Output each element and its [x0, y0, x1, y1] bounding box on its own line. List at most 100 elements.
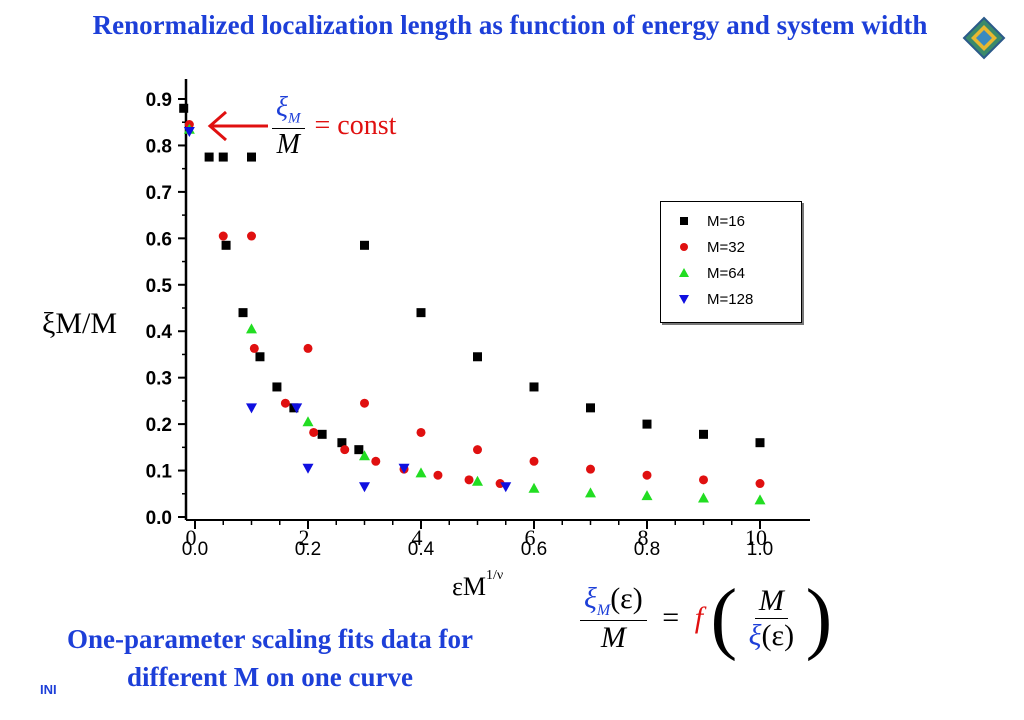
data-point — [371, 456, 381, 466]
data-point — [464, 475, 474, 485]
data-point — [528, 482, 540, 493]
page-title: Renormalized localization length as func… — [92, 10, 928, 40]
x-tick-label: 1.0 — [747, 539, 773, 560]
data-point — [309, 427, 319, 437]
right-paren-icon: ) — [805, 574, 833, 662]
legend-marker — [679, 268, 689, 277]
data-point — [218, 231, 228, 241]
top-eq-rhs: = const — [314, 110, 397, 142]
bottom-eq-den: M — [600, 620, 626, 654]
bottom-eq-inner-arg: (ε) — [761, 618, 795, 652]
legend-label: M=32 — [707, 238, 745, 256]
data-point — [642, 470, 652, 480]
y-axis-label: ξM/M — [42, 307, 118, 340]
data-point — [415, 467, 427, 478]
chart-axes — [184, 79, 810, 521]
data-point — [698, 492, 709, 503]
data-point — [302, 463, 314, 474]
x-tick-label: 0.6 — [521, 539, 547, 560]
legend-marker — [680, 243, 688, 251]
bottom-eq-equals: = — [662, 601, 680, 634]
data-point — [755, 479, 765, 489]
data-point — [473, 445, 482, 455]
data-point — [472, 475, 483, 486]
data-point — [416, 308, 426, 318]
data-point — [280, 398, 290, 408]
x-axis-label: εM1/ν — [452, 568, 503, 602]
chart-ticks: 0.00.10.20.30.40.50.60.70.80.90.00 0.22 0.… — [146, 90, 774, 560]
data-point — [360, 240, 369, 250]
legend-symbol — [675, 266, 693, 280]
y-tick-label: 0.4 — [146, 322, 173, 343]
data-point — [642, 419, 652, 429]
x-tick-label-top: 8 — [638, 525, 649, 550]
data-point — [247, 152, 256, 162]
series-m-32 — [184, 120, 765, 489]
data-point — [246, 323, 257, 334]
x-tick-label-top: 2 — [299, 525, 310, 550]
data-point — [433, 470, 443, 480]
top-eq-denominator: M — [276, 128, 300, 160]
data-point — [416, 427, 426, 437]
x-tick-label: 0.4 — [408, 539, 435, 560]
diamond-logo-icon — [962, 16, 1006, 60]
bottom-eq-inner-xi: ξ — [748, 618, 762, 652]
data-point — [354, 445, 364, 455]
legend-item: M=128 — [675, 288, 753, 310]
data-point — [359, 482, 370, 493]
x-tick-label: 0.0 — [182, 539, 208, 560]
y-tick-label: 0.9 — [146, 90, 172, 111]
x-tick-label: 0.2 — [295, 539, 321, 560]
x-tick-label-top: 10 — [745, 525, 767, 550]
legend-symbol — [675, 214, 693, 228]
series-m-128 — [183, 127, 512, 493]
data-point — [249, 343, 259, 353]
data-point — [755, 438, 765, 448]
data-point — [246, 403, 257, 414]
data-point — [398, 463, 410, 474]
bottom-equation: ξM(ε) M = f ( M ξ(ε) ) — [580, 578, 832, 658]
bottom-eq-func: f — [694, 601, 704, 634]
legend-label: M=16 — [707, 212, 745, 230]
legend-symbol — [675, 240, 693, 254]
data-point — [340, 445, 350, 455]
data-point — [529, 382, 539, 392]
data-point — [221, 240, 231, 250]
data-point — [529, 456, 539, 466]
data-point — [238, 308, 248, 318]
y-tick-label: 0.8 — [146, 136, 172, 157]
legend-label: M=128 — [707, 290, 754, 308]
data-point — [500, 482, 512, 493]
data-point — [699, 475, 708, 485]
data-point — [302, 416, 314, 427]
y-tick-label: 0.7 — [146, 183, 172, 204]
legend-label: M=64 — [707, 264, 745, 282]
data-point — [291, 403, 303, 414]
bottom-eq-xi: ξ — [584, 581, 597, 615]
bottom-eq-arg: (ε) — [610, 581, 643, 615]
data-point — [317, 429, 327, 439]
data-point — [183, 127, 195, 138]
arrow-head — [207, 110, 227, 142]
series-m-16 — [179, 103, 765, 455]
triangle-up-marker-icon — [679, 268, 689, 277]
legend-symbol — [675, 292, 693, 306]
legend-marker — [680, 217, 688, 225]
red-arrow-icon — [207, 110, 268, 142]
y-tick-label: 0.1 — [146, 462, 173, 483]
chart-legend: M=16 M=32 M=64 M=128 — [660, 201, 802, 323]
y-tick-label: 0.5 — [146, 276, 173, 297]
bottom-eq-sub: M — [596, 601, 611, 619]
left-paren-icon: ( — [710, 574, 738, 662]
x-tick-label-top: 4 — [412, 525, 423, 550]
x-tick-label-top: 6 — [525, 525, 536, 550]
triangle-down-marker-icon — [679, 295, 689, 304]
footer-caption: One-parameter scaling fits data for diff… — [67, 624, 473, 692]
x-tick-label: 0.8 — [634, 539, 660, 560]
circle-marker-icon — [680, 243, 688, 251]
data-point — [754, 494, 766, 505]
data-point — [641, 490, 653, 501]
ini-logo: INI — [40, 682, 57, 697]
data-point — [218, 152, 228, 162]
